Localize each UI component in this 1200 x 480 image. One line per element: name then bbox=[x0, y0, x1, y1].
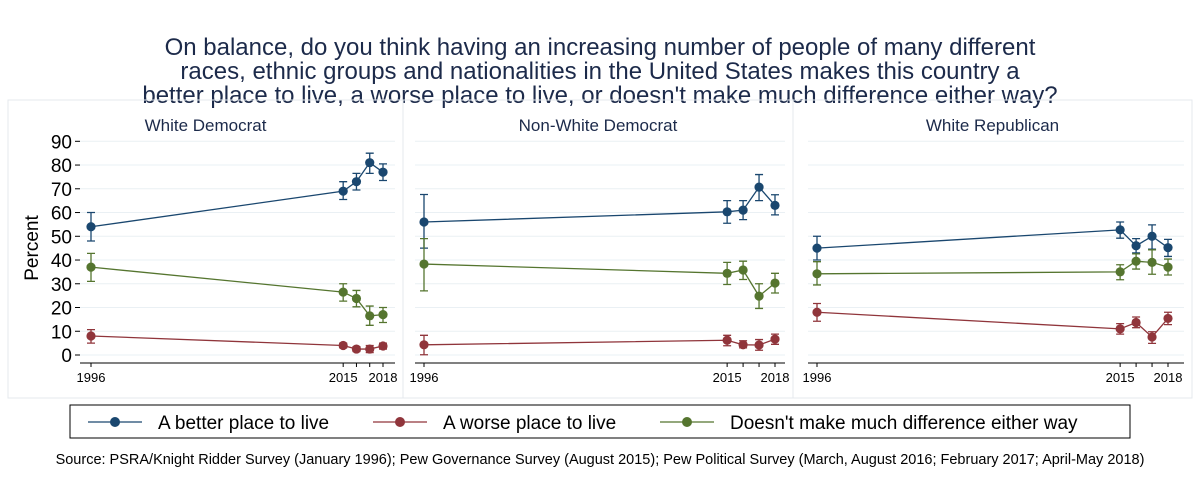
y-tick-label: 20 bbox=[51, 299, 72, 320]
y-tick-label: 0 bbox=[61, 346, 72, 367]
data-point bbox=[1163, 262, 1173, 272]
x-tick-label: 2015 bbox=[713, 370, 742, 385]
series-line bbox=[423, 338, 776, 346]
data-point bbox=[1163, 243, 1173, 253]
data-point bbox=[86, 331, 96, 341]
data-point bbox=[86, 222, 96, 232]
data-point bbox=[351, 293, 362, 304]
y-tick-label: 10 bbox=[51, 322, 72, 343]
figure-frame bbox=[7, 99, 1193, 399]
data-point bbox=[378, 341, 388, 351]
data-point bbox=[1131, 241, 1141, 251]
legend-marker bbox=[682, 417, 692, 427]
chart-title-line-1: On balance, do you think having an incre… bbox=[164, 34, 1036, 61]
series-line bbox=[816, 229, 1169, 249]
data-point bbox=[1147, 257, 1157, 267]
y-tick-label: 80 bbox=[51, 156, 72, 177]
legend-marker bbox=[395, 417, 405, 427]
data-point bbox=[770, 334, 780, 344]
data-point bbox=[1147, 231, 1157, 241]
data-point bbox=[338, 186, 348, 196]
data-point bbox=[365, 344, 375, 354]
data-point bbox=[1115, 324, 1125, 334]
y-axis-label: Percent bbox=[22, 215, 43, 281]
series-line bbox=[816, 311, 1169, 338]
legend-label: Doesn't make much difference either way bbox=[730, 413, 1078, 434]
legend-label: A better place to live bbox=[158, 413, 329, 434]
x-tick-label: 2018 bbox=[761, 370, 790, 385]
legend-marker bbox=[110, 417, 120, 427]
data-point bbox=[754, 291, 764, 301]
x-tick-label: 1996 bbox=[803, 370, 832, 385]
data-point bbox=[419, 217, 429, 227]
series-line bbox=[423, 263, 776, 298]
panel-title: White Democrat bbox=[145, 116, 267, 135]
data-point bbox=[365, 311, 375, 321]
data-point bbox=[812, 307, 822, 317]
x-tick-label: 2015 bbox=[1106, 370, 1135, 385]
y-tick-label: 40 bbox=[51, 251, 72, 272]
x-tick-label: 1996 bbox=[410, 370, 439, 385]
x-tick-label: 2018 bbox=[1154, 370, 1183, 385]
y-tick-label: 30 bbox=[51, 275, 72, 296]
data-point bbox=[1131, 256, 1141, 266]
data-point bbox=[738, 265, 748, 275]
data-point bbox=[365, 158, 375, 168]
panel-title: Non-White Democrat bbox=[519, 116, 678, 135]
data-point bbox=[338, 340, 348, 351]
data-point bbox=[812, 243, 822, 253]
chart-title-line-2: races, ethnic groups and nationalities i… bbox=[180, 58, 1020, 85]
data-point bbox=[86, 262, 96, 272]
data-point bbox=[1115, 225, 1125, 235]
data-point bbox=[770, 200, 780, 211]
data-point bbox=[722, 335, 732, 345]
data-point bbox=[1131, 317, 1141, 328]
data-point bbox=[722, 207, 732, 217]
data-point bbox=[722, 268, 732, 278]
series-line bbox=[816, 260, 1169, 275]
legend-box bbox=[69, 404, 1131, 439]
data-point bbox=[419, 340, 429, 350]
data-point bbox=[754, 340, 764, 350]
y-tick-label: 60 bbox=[51, 204, 72, 225]
data-point bbox=[378, 167, 388, 177]
series-line bbox=[90, 161, 384, 228]
data-point bbox=[338, 287, 348, 297]
chart-title-line-3: better place to live, a worse place to l… bbox=[142, 82, 1058, 109]
x-tick-label: 2015 bbox=[329, 370, 358, 385]
data-point bbox=[378, 310, 388, 320]
data-point bbox=[1115, 267, 1125, 277]
x-tick-label: 2018 bbox=[369, 370, 398, 385]
data-point bbox=[1147, 332, 1157, 342]
legend-label: A worse place to live bbox=[443, 413, 616, 434]
panel-title: White Republican bbox=[926, 116, 1059, 135]
data-point bbox=[754, 182, 764, 192]
data-point bbox=[738, 205, 748, 215]
data-point bbox=[770, 278, 780, 288]
series-line bbox=[423, 186, 776, 223]
data-point bbox=[812, 269, 822, 279]
x-tick-label: 1996 bbox=[77, 370, 106, 385]
y-tick-label: 70 bbox=[51, 180, 72, 201]
data-point bbox=[738, 340, 748, 350]
y-tick-label: 50 bbox=[51, 227, 72, 248]
data-point bbox=[351, 177, 362, 187]
data-point bbox=[419, 259, 429, 269]
y-tick-label: 90 bbox=[51, 132, 72, 153]
data-point bbox=[1163, 313, 1173, 324]
data-point bbox=[351, 344, 362, 354]
source-note: Source: PSRA/Knight Ridder Survey (Janua… bbox=[55, 452, 1145, 468]
